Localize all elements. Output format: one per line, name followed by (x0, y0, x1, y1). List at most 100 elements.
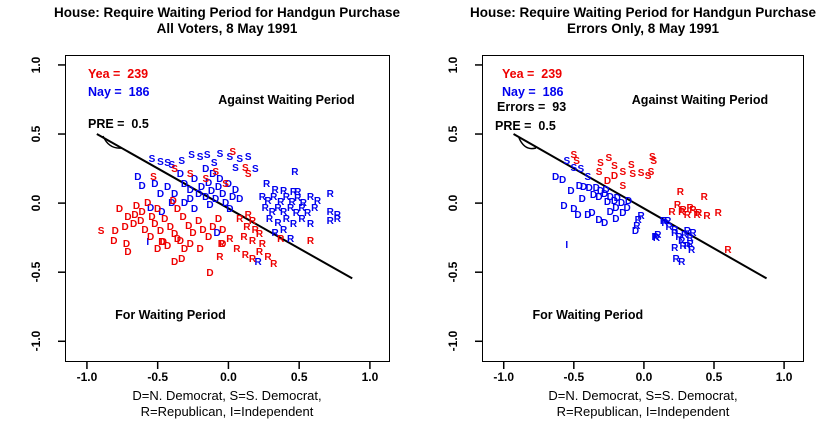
data-point-R: R (333, 213, 341, 225)
data-point-D: D (574, 209, 582, 221)
data-point-D: D (171, 256, 179, 268)
legend-item: PRE = 0.5 (88, 117, 149, 131)
data-point-S: S (196, 151, 204, 163)
data-point-D: D (179, 212, 187, 224)
data-point-D: D (226, 204, 234, 216)
data-point-R: R (244, 209, 252, 221)
data-point-D: D (199, 224, 207, 236)
data-point-D: D (578, 194, 586, 206)
data-point-D: D (610, 195, 619, 207)
data-point-R: R (680, 230, 689, 242)
data-point-S: S (619, 166, 627, 178)
data-point-D: D (209, 169, 217, 181)
data-point-D: D (144, 198, 152, 210)
data-point-D: D (156, 188, 165, 200)
data-point-S: S (202, 173, 210, 185)
data-point-D: D (596, 186, 605, 198)
data-point-D: D (209, 221, 217, 233)
data-point-R: R (279, 224, 288, 236)
data-point-R: R (243, 221, 251, 233)
chart-title-all-voters: House: Require Waiting Period for Handgu… (27, 5, 427, 37)
y-axis-tick-label: 1.0 (446, 56, 460, 74)
x-axis-tick-label: 1.0 (775, 370, 793, 384)
chart-subtitle-line1: Errors Only, 8 May 1991 (566, 21, 720, 36)
data-point-D: D (173, 204, 182, 216)
data-point-R: R (298, 213, 306, 225)
data-point-R: R (678, 235, 686, 247)
data-point-R: R (268, 206, 276, 218)
data-point-R: R (282, 213, 291, 225)
data-point-D: D (173, 234, 182, 246)
annotation-against-waiting-period: Against Waiting Period (631, 92, 769, 107)
data-point-D: D (129, 219, 138, 231)
data-point-S: S (650, 155, 658, 167)
data-point-R: R (637, 210, 645, 222)
x-axis-tick-label: 0.5 (290, 370, 308, 384)
data-point-D: D (224, 179, 233, 191)
data-point-D: D (584, 209, 592, 221)
data-point-R: R (676, 187, 684, 199)
data-point-D: D (169, 195, 177, 207)
data-point-R: R (226, 234, 234, 246)
data-point-S: S (563, 155, 571, 167)
data-point-R: R (675, 231, 683, 243)
data-point-D: D (219, 238, 227, 250)
data-point-D: D (231, 184, 240, 196)
data-point-D: D (214, 213, 223, 225)
data-point-D: D (154, 204, 162, 216)
annotation-for-waiting-period: For Waiting Period (532, 308, 644, 323)
data-point-D: D (601, 217, 609, 229)
annotation-against-waiting-period: Against Waiting Period (218, 92, 355, 107)
data-point-R: R (306, 191, 315, 203)
x-axis-caption-line1: D=N. Democrat, S=S. Democrat, (132, 388, 322, 403)
data-point-R: R (291, 166, 299, 178)
data-point-R: R (311, 202, 319, 214)
data-point-R: R (686, 238, 694, 250)
data-point-D: D (190, 173, 199, 185)
data-point-D: D (196, 244, 204, 256)
x-axis-tick-label: -1.0 (76, 370, 98, 384)
data-point-D: D (219, 224, 227, 236)
x-axis-tick-label: 0.0 (220, 370, 237, 384)
legend-item: Nay = 186 (502, 85, 564, 99)
data-point-I: I (565, 239, 569, 251)
data-point-D: D (115, 204, 124, 216)
data-point-R: R (671, 224, 679, 236)
data-point-D: D (588, 208, 596, 220)
data-point-D: D (619, 208, 627, 220)
data-point-R: R (659, 216, 668, 228)
data-point-D: D (161, 213, 169, 225)
data-point-D: D (216, 173, 224, 185)
data-point-S: S (570, 162, 578, 174)
data-point-D: D (551, 172, 560, 184)
data-point-S: S (232, 162, 239, 174)
data-point-D: D (176, 169, 184, 181)
data-point-R: R (668, 206, 676, 218)
data-point-D: D (236, 194, 244, 206)
data-point-R: R (672, 253, 680, 265)
data-point-R: R (264, 195, 272, 207)
data-point-R: R (671, 227, 679, 239)
y-axis-tick-label: 0.0 (446, 194, 460, 212)
data-point-S: S (611, 161, 618, 173)
data-point-R: R (683, 226, 691, 238)
data-point-D: D (163, 241, 172, 253)
data-point-R: R (265, 213, 274, 225)
data-point-R: R (258, 191, 266, 203)
data-point-S: S (229, 147, 236, 159)
data-point-D: D (180, 198, 189, 210)
data-point-R: R (282, 191, 291, 203)
x-axis-tick-label: -1.0 (493, 370, 515, 384)
data-point-S: S (570, 150, 578, 162)
data-point-D: D (180, 244, 189, 256)
data-point-R: R (270, 259, 278, 271)
data-point-D: D (613, 192, 621, 204)
data-point-D: D (110, 235, 118, 247)
data-point-R: R (299, 198, 308, 210)
data-point-D: D (206, 267, 214, 279)
data-point-D: D (212, 194, 220, 206)
annotation-for-waiting-period: For Waiting Period (115, 308, 226, 323)
data-point-D: D (213, 227, 221, 239)
data-point-S: S (164, 158, 171, 170)
data-point-R: R (287, 202, 295, 214)
